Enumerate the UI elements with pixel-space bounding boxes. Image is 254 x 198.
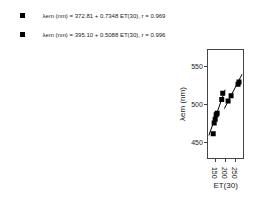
svg-text:ET(30): ET(30) xyxy=(213,181,238,190)
svg-text:200: 200 xyxy=(221,167,228,179)
svg-text:λem (nm) = 395.10 + 0.5088 ET(: λem (nm) = 395.10 + 0.5088 ET(30), r = 0… xyxy=(43,32,167,38)
svg-text:550: 550 xyxy=(191,63,203,70)
svg-text:λem (nm): λem (nm) xyxy=(178,87,187,121)
svg-text:λem (nm) = 372.81 + 0.7348 ET(: λem (nm) = 372.81 + 0.7348 ET(30), r = 0… xyxy=(43,13,167,19)
svg-text:250: 250 xyxy=(231,167,238,179)
svg-text:500: 500 xyxy=(191,101,203,108)
svg-text:450: 450 xyxy=(191,139,203,146)
svg-text:150: 150 xyxy=(211,167,218,179)
